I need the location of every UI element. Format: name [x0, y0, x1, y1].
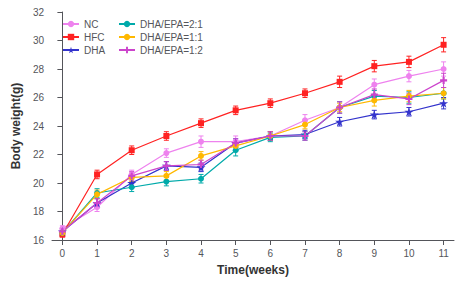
svg-text:0: 0: [60, 248, 66, 259]
svg-text:18: 18: [33, 206, 45, 217]
svg-text:Time(weeks): Time(weeks): [217, 263, 289, 277]
svg-text:HFC: HFC: [84, 32, 105, 43]
svg-text:10: 10: [403, 248, 415, 259]
svg-text:28: 28: [33, 64, 45, 75]
svg-text:30: 30: [33, 35, 45, 46]
svg-text:4: 4: [198, 248, 204, 259]
svg-text:32: 32: [33, 7, 45, 18]
svg-text:DHA: DHA: [84, 45, 105, 56]
svg-text:9: 9: [372, 248, 378, 259]
svg-text:DHA/EPA=2:1: DHA/EPA=2:1: [140, 19, 203, 30]
svg-text:8: 8: [337, 248, 343, 259]
svg-text:26: 26: [33, 92, 45, 103]
svg-text:11: 11: [438, 248, 449, 259]
svg-text:20: 20: [33, 178, 45, 189]
svg-text:22: 22: [33, 149, 45, 160]
svg-text:1: 1: [94, 248, 100, 259]
svg-text:5: 5: [233, 248, 239, 259]
svg-text:DHA/EPA=1:2: DHA/EPA=1:2: [140, 45, 203, 56]
svg-text:16: 16: [33, 235, 45, 246]
svg-text:NC: NC: [84, 19, 98, 30]
svg-text:3: 3: [164, 248, 170, 259]
svg-text:Body weight(g): Body weight(g): [9, 83, 23, 170]
svg-text:7: 7: [302, 248, 308, 259]
svg-text:6: 6: [268, 248, 274, 259]
svg-text:DHA/EPA=1:1: DHA/EPA=1:1: [140, 32, 203, 43]
svg-text:24: 24: [33, 121, 45, 132]
svg-text:2: 2: [129, 248, 135, 259]
